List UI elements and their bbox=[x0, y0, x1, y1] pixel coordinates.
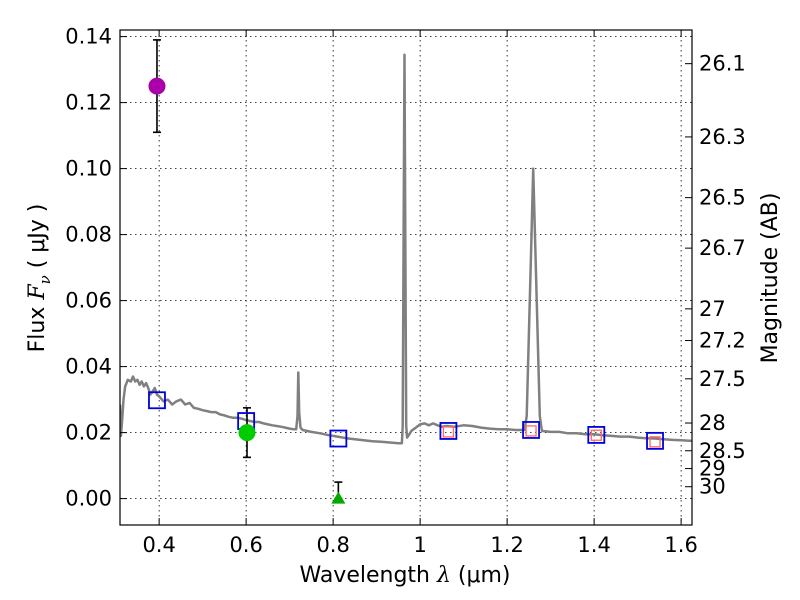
x-tick-label: 0.8 bbox=[316, 533, 349, 557]
y2-tick-label: 29 bbox=[699, 457, 726, 481]
photometry-square-marker bbox=[148, 391, 166, 410]
y2-tick-label: 26.3 bbox=[699, 125, 746, 149]
x-tick-label: 0.6 bbox=[229, 533, 262, 557]
detection-circle-marker bbox=[148, 77, 166, 95]
y2-tick-label: 27.2 bbox=[699, 329, 746, 353]
x-axis-title: Wavelength λ (μm) bbox=[299, 563, 510, 588]
x-tick-label: 1 bbox=[413, 533, 426, 557]
y2-tick-label: 28.5 bbox=[699, 439, 746, 463]
y-tick-label: 0.04 bbox=[65, 355, 112, 379]
y2-tick-label: 27 bbox=[699, 297, 726, 321]
x-tick-label: 1.4 bbox=[577, 533, 610, 557]
y2-tick-label: 27.5 bbox=[699, 367, 746, 391]
photometry-square-marker bbox=[522, 421, 540, 439]
y2-tick-label: 30 bbox=[699, 475, 726, 499]
photometry-square-marker bbox=[587, 426, 606, 444]
photometry-square-marker bbox=[439, 422, 458, 440]
y-tick-label: 0.06 bbox=[65, 289, 112, 313]
photometry-square-marker bbox=[646, 431, 664, 450]
photometry-square-marker bbox=[329, 429, 348, 448]
photometry-inner-square-marker bbox=[590, 429, 602, 441]
y-tick-label: 0.10 bbox=[65, 157, 112, 181]
photometry-inner-square-marker bbox=[649, 436, 661, 448]
y-tick-label: 0.14 bbox=[65, 25, 112, 49]
x-tick-label: 0.4 bbox=[142, 533, 175, 557]
y-tick-label: 0.02 bbox=[65, 421, 112, 445]
photometry-inner-square-marker bbox=[442, 426, 455, 438]
y2-tick-label: 26.7 bbox=[699, 236, 746, 260]
plot-area bbox=[120, 53, 692, 445]
y2-axis-title: Magnitude (AB) bbox=[758, 193, 783, 364]
spectrum-line bbox=[120, 53, 692, 445]
upper-limit-triangle-marker bbox=[331, 491, 346, 504]
y-tick-label: 0.08 bbox=[65, 223, 112, 247]
plot-frame bbox=[119, 29, 693, 526]
y-tick-label: 0.00 bbox=[65, 487, 112, 511]
y2-tick-label: 26.5 bbox=[699, 186, 746, 210]
y-tick-label: 0.12 bbox=[65, 91, 112, 115]
axis-ticks bbox=[120, 30, 692, 525]
y-axis-title: Flux Fν ( μJy ) bbox=[25, 204, 54, 353]
photometry-inner-square-marker bbox=[525, 425, 537, 437]
detection-circle-marker bbox=[238, 424, 256, 442]
x-tick-label: 1.6 bbox=[664, 533, 697, 557]
x-tick-label: 1.2 bbox=[490, 533, 523, 557]
y2-tick-label: 26.1 bbox=[699, 52, 746, 76]
y2-tick-label: 28 bbox=[699, 411, 726, 435]
